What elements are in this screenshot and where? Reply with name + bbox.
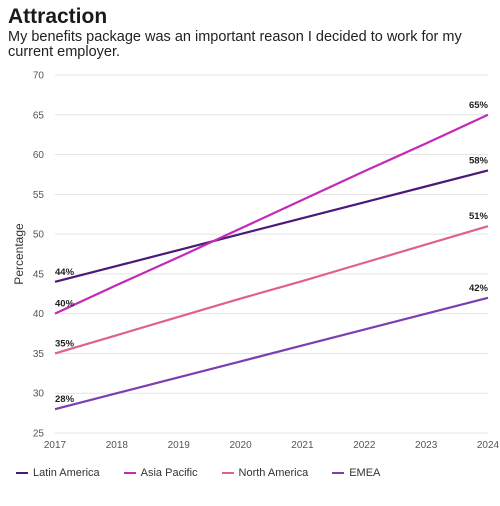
series-line xyxy=(54,169,489,283)
data-label: 65% xyxy=(469,100,489,111)
y-tick-label: 65 xyxy=(33,110,45,121)
data-labels: 44% 58% 40% 65% 35% 51% 28% 42% xyxy=(55,100,489,405)
y-tick-label: 55 xyxy=(33,190,45,201)
y-axis-label: Percentage xyxy=(12,223,26,285)
y-tick-label: 50 xyxy=(33,230,45,241)
grid-lines xyxy=(55,74,488,434)
data-label: 44% xyxy=(55,267,75,278)
data-label: 58% xyxy=(469,155,489,166)
x-tick-label: 2024 xyxy=(477,440,500,451)
data-label: 28% xyxy=(55,394,75,405)
legend-item: Asia Pacific xyxy=(123,467,198,479)
y-tick-label: 45 xyxy=(33,269,45,280)
legend-label: Latin America xyxy=(33,467,100,479)
legend-item: North America xyxy=(221,467,309,479)
y-tick-label: 25 xyxy=(33,429,45,440)
series-lines xyxy=(54,113,489,411)
legend-label: North America xyxy=(238,467,309,479)
data-label: 35% xyxy=(55,338,75,349)
y-tick-label: 30 xyxy=(33,389,45,400)
x-tick-label: 2023 xyxy=(415,440,438,451)
legend-item: Latin America xyxy=(16,467,100,479)
series-line xyxy=(54,113,489,315)
x-axis-ticks: 2017 2018 2019 2020 2021 2022 2023 2024 xyxy=(44,440,500,451)
legend-swatch xyxy=(332,472,345,474)
x-tick-label: 2017 xyxy=(44,440,67,451)
x-tick-label: 2020 xyxy=(229,440,252,451)
y-tick-label: 35 xyxy=(33,349,45,360)
legend-label: EMEA xyxy=(349,467,381,479)
series-line xyxy=(54,225,489,355)
series-line xyxy=(54,296,489,411)
y-tick-label: 70 xyxy=(33,71,45,82)
x-tick-label: 2022 xyxy=(353,440,376,451)
x-tick-label: 2021 xyxy=(291,440,314,451)
legend-swatch xyxy=(16,472,28,474)
legend-swatch xyxy=(123,472,136,474)
x-tick-label: 2019 xyxy=(168,440,191,451)
data-label: 40% xyxy=(55,299,75,310)
data-label: 51% xyxy=(469,211,489,222)
legend-swatch xyxy=(221,472,234,474)
legend: Latin America Asia Pacific North America EM… xyxy=(16,467,380,479)
data-label: 42% xyxy=(469,283,489,294)
legend-item: EMEA xyxy=(332,467,380,479)
legend-label: Asia Pacific xyxy=(140,467,198,479)
y-tick-label: 60 xyxy=(33,150,45,161)
x-tick-label: 2018 xyxy=(106,440,129,451)
y-axis-ticks: 25 30 35 40 45 50 55 60 65 70 xyxy=(33,71,45,440)
chart-title: Attraction xyxy=(8,5,108,28)
y-tick-label: 40 xyxy=(33,309,45,320)
chart-subtitle: My benefits package was an important rea… xyxy=(8,29,462,60)
